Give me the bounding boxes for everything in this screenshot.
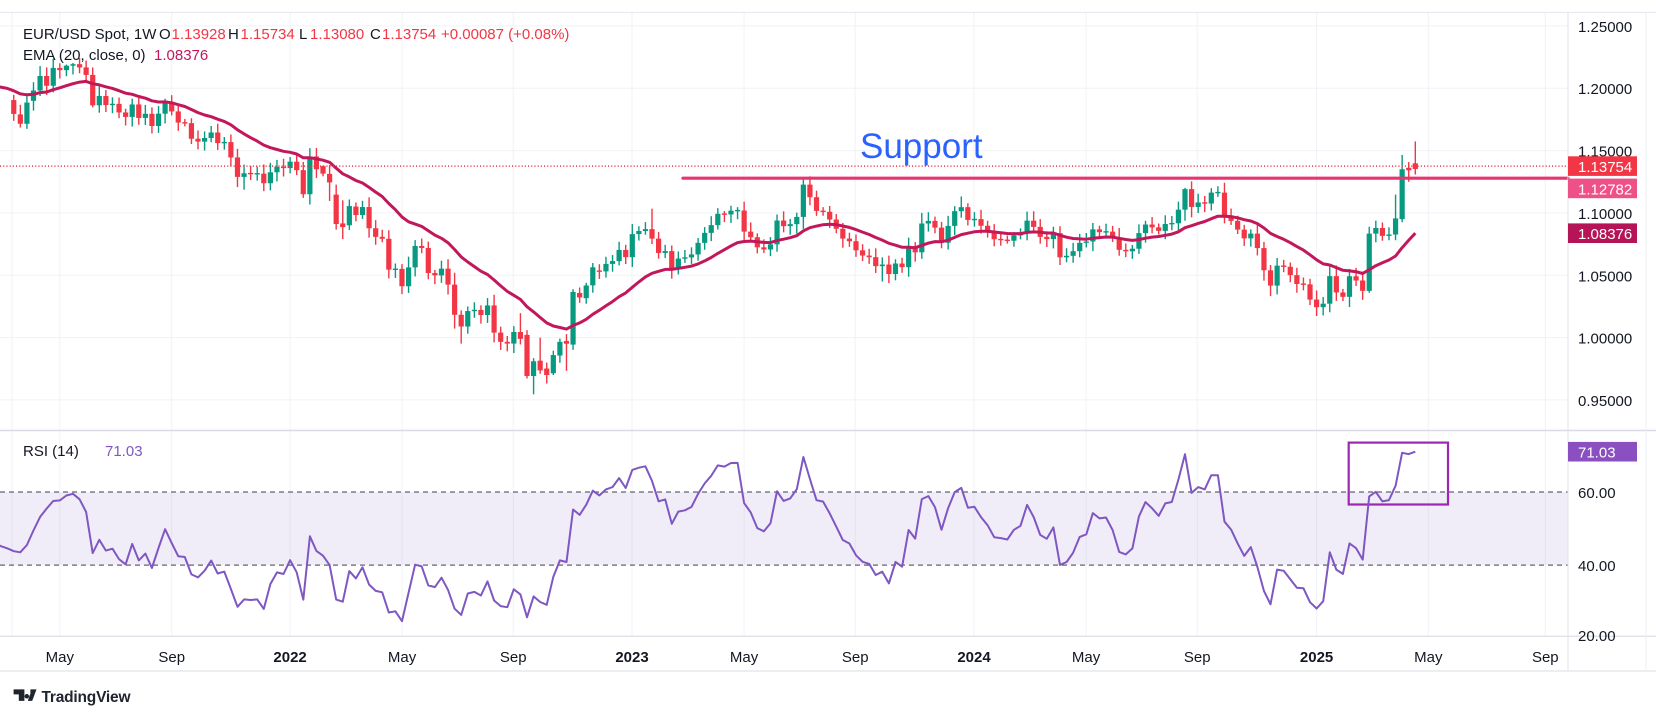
svg-text:Sep: Sep <box>1532 649 1559 666</box>
svg-text:TradingView: TradingView <box>42 689 132 706</box>
svg-text:1.08376: 1.08376 <box>154 47 208 64</box>
svg-text:2023: 2023 <box>615 649 648 666</box>
svg-text:1.12782: 1.12782 <box>1578 181 1632 198</box>
svg-text:1.05000: 1.05000 <box>1578 268 1632 285</box>
svg-text:RSI (14): RSI (14) <box>23 443 79 460</box>
svg-text:EUR/USD Spot, 1W: EUR/USD Spot, 1W <box>23 26 157 43</box>
svg-text:O: O <box>159 26 171 43</box>
svg-text:2024: 2024 <box>957 649 991 666</box>
svg-text:71.03: 71.03 <box>105 443 143 460</box>
svg-text:40.00: 40.00 <box>1578 558 1616 575</box>
svg-text:May: May <box>46 649 75 666</box>
svg-text:Sep: Sep <box>500 649 527 666</box>
svg-text:Sep: Sep <box>158 649 185 666</box>
svg-text:1.13928: 1.13928 <box>172 26 226 43</box>
svg-text:1.10000: 1.10000 <box>1578 206 1632 223</box>
svg-text:+0.00087 (+0.08%): +0.00087 (+0.08%) <box>441 26 569 43</box>
svg-text:1.25000: 1.25000 <box>1578 19 1632 36</box>
svg-text:May: May <box>1414 649 1443 666</box>
svg-text:1.13754: 1.13754 <box>382 26 436 43</box>
svg-text:71.03: 71.03 <box>1578 445 1616 462</box>
svg-text:1.13080: 1.13080 <box>310 26 364 43</box>
svg-text:May: May <box>388 649 417 666</box>
svg-text:0.95000: 0.95000 <box>1578 393 1632 410</box>
svg-text:C: C <box>370 26 381 43</box>
svg-text:2025: 2025 <box>1300 649 1333 666</box>
svg-text:May: May <box>1072 649 1101 666</box>
svg-text:1.08376: 1.08376 <box>1578 226 1632 243</box>
svg-text:1.20000: 1.20000 <box>1578 81 1632 98</box>
svg-text:May: May <box>730 649 759 666</box>
svg-text:60.00: 60.00 <box>1578 485 1616 502</box>
svg-text:EMA (20, close, 0): EMA (20, close, 0) <box>23 47 146 64</box>
svg-text:L: L <box>299 26 307 43</box>
svg-text:H: H <box>228 26 239 43</box>
svg-text:1.15734: 1.15734 <box>241 26 295 43</box>
svg-text:2022: 2022 <box>273 649 306 666</box>
svg-text:1.13754: 1.13754 <box>1578 159 1632 176</box>
svg-text:Support: Support <box>860 127 983 166</box>
svg-text:Sep: Sep <box>1184 649 1211 666</box>
svg-text:Sep: Sep <box>842 649 869 666</box>
svg-text:20.00: 20.00 <box>1578 628 1616 645</box>
svg-text:1.00000: 1.00000 <box>1578 331 1632 348</box>
